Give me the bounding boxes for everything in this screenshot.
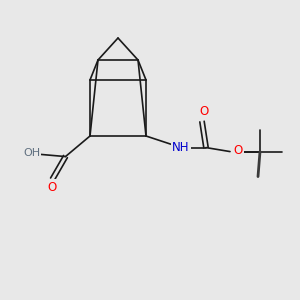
Text: OH: OH [23,148,40,158]
Text: O: O [233,144,243,157]
Text: O: O [48,181,57,194]
Text: NH: NH [172,141,190,154]
Text: O: O [200,105,208,118]
